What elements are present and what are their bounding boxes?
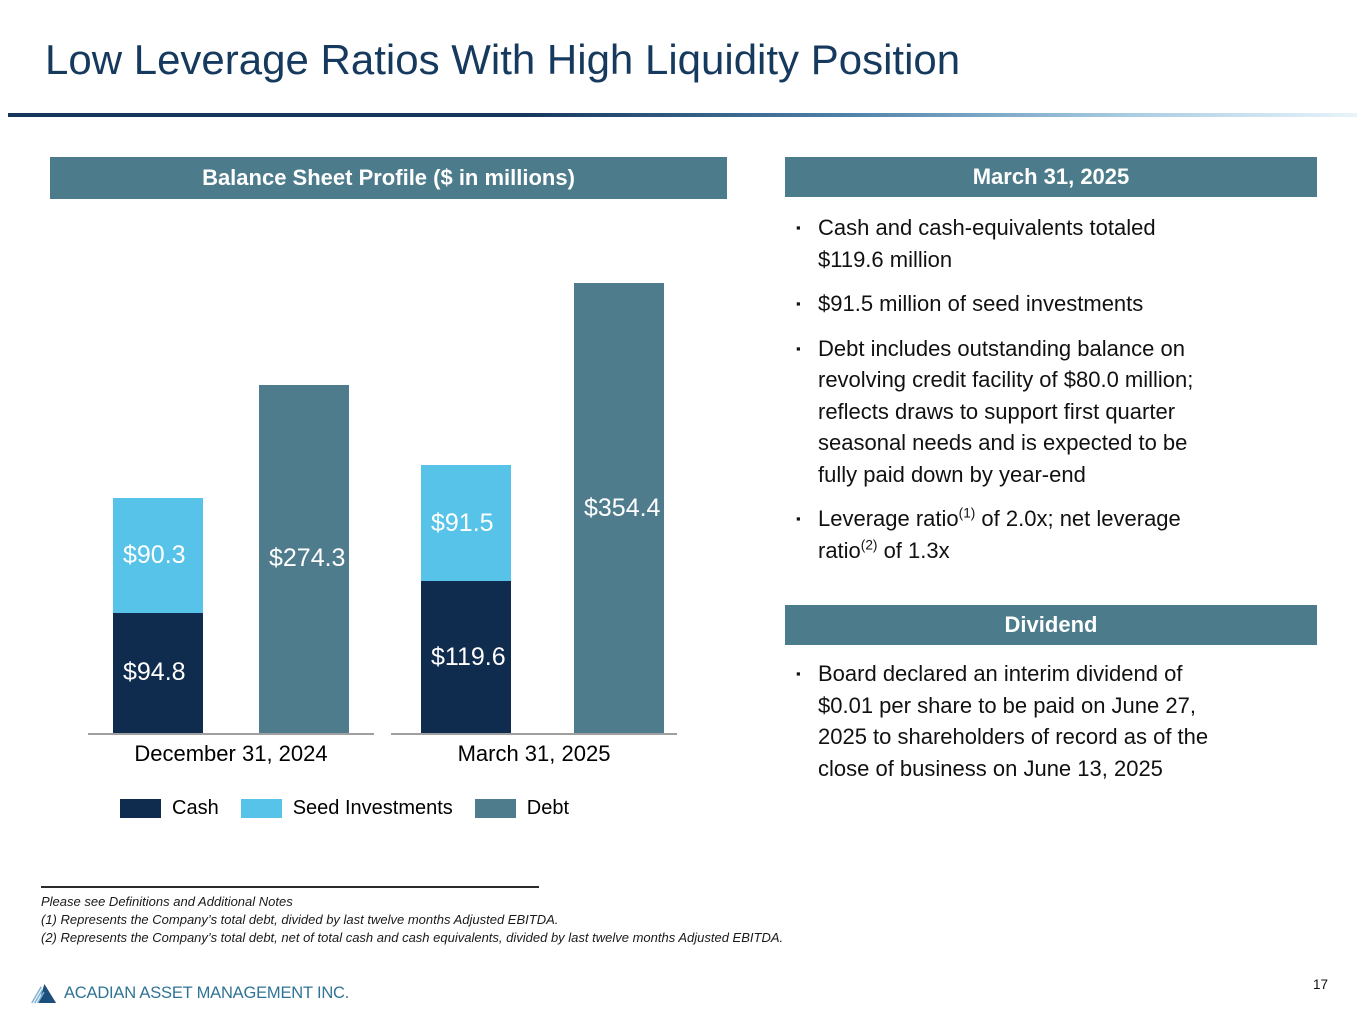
bar-debt: $354.4 (574, 283, 664, 733)
footnote-rule (41, 886, 539, 888)
bullet-marker: ▪ (796, 511, 801, 526)
chart-legend: Cash Seed Investments Debt (120, 797, 569, 820)
bullet-marker: ▪ (796, 296, 801, 311)
bullet-item: ▪ Cash and cash-equivalents totaled $119.… (785, 212, 1317, 275)
bullet-item: ▪ Leverage ratio(1) of 2.0x; net leverage… (785, 503, 1317, 566)
acadian-triangle-logo-icon (31, 984, 57, 1004)
legend-label: Seed Investments (292, 797, 453, 819)
bullet-item: ▪ Debt includes outstanding balance on re… (785, 333, 1317, 491)
bullet-text: Board declared an interim dividend of $0… (818, 661, 1209, 781)
bullet-text: Leverage ratio(1) of 2.0x; net leverage … (818, 505, 1181, 563)
bar-debt: $274.3 (259, 384, 349, 733)
dividend-bullet-list: ▪ Board declared an interim dividend of $… (785, 658, 1317, 797)
footnotes-block: Please see Definitions and Additional No… (41, 886, 941, 947)
bar-value-label: $90.3 (123, 540, 186, 569)
bar-value-label: $354.4 (584, 493, 661, 522)
legend-swatch-debt (474, 799, 516, 818)
bullet-text: Debt includes outstanding balance on rev… (818, 335, 1194, 487)
bar-cash-segment: $94.8 (113, 612, 203, 733)
legend-item: Cash (120, 797, 219, 820)
x-axis-line (391, 733, 677, 735)
footnote-line-3: (2) Represents the Company’s total debt,… (41, 930, 784, 945)
company-logo: ACADIAN ASSET MANAGEMENT INC. (30, 983, 349, 1004)
march-section-header: March 31, 2025 (785, 157, 1317, 197)
page-title: Low Leverage Ratios With High Liquidity … (45, 36, 961, 83)
legend-item: Debt (474, 797, 570, 820)
bar-seed-segment: $90.3 (113, 498, 203, 613)
title-divider-rule (8, 113, 1357, 117)
bullet-marker: ▪ (796, 666, 801, 681)
legend-swatch-cash (120, 799, 161, 818)
x-axis-label: March 31, 2025 (457, 741, 611, 766)
dividend-section-header: Dividend (785, 605, 1317, 645)
bullet-item: ▪ $91.5 million of seed investments (785, 288, 1317, 320)
legend-label: Cash (172, 797, 219, 819)
bar-value-label: $91.5 (431, 508, 494, 537)
legend-swatch-seed-investments (240, 799, 282, 818)
footnote-line-1: Please see Definitions and Additional No… (41, 894, 293, 909)
page-number: 17 (1312, 977, 1328, 992)
company-logo-text: ACADIAN ASSET MANAGEMENT INC. (64, 984, 350, 1002)
x-axis-line (88, 733, 374, 735)
bullet-marker: ▪ (796, 220, 801, 235)
bullet-item: ▪ Board declared an interim dividend of $… (785, 658, 1317, 784)
bar-cash-segment: $119.6 (421, 581, 511, 733)
bullet-marker: ▪ (796, 340, 801, 356)
legend-item: Seed Investments (240, 797, 453, 820)
footnote-line-2: (1) Represents the Company’s total debt,… (41, 912, 559, 927)
bar-value-label: $274.3 (269, 544, 346, 573)
bar-seed-segment: $91.5 (421, 465, 511, 582)
march-bullet-list: ▪ Cash and cash-equivalents totaled $119.… (785, 212, 1317, 579)
bullet-text: $91.5 million of seed investments (818, 291, 1144, 316)
bullet-text: Cash and cash-equivalents totaled $119.6… (818, 215, 1156, 272)
balance-sheet-chart: $94.8 $90.3 $274.3 December 31, 2024 $119.6 $… (80, 260, 720, 780)
bar-value-label: $119.6 (431, 642, 506, 671)
legend-label: Debt (526, 797, 570, 819)
chart-section-header: Balance Sheet Profile ($ in millions) (50, 157, 727, 199)
x-axis-label: December 31, 2024 (134, 741, 328, 766)
bar-value-label: $94.8 (123, 658, 186, 687)
